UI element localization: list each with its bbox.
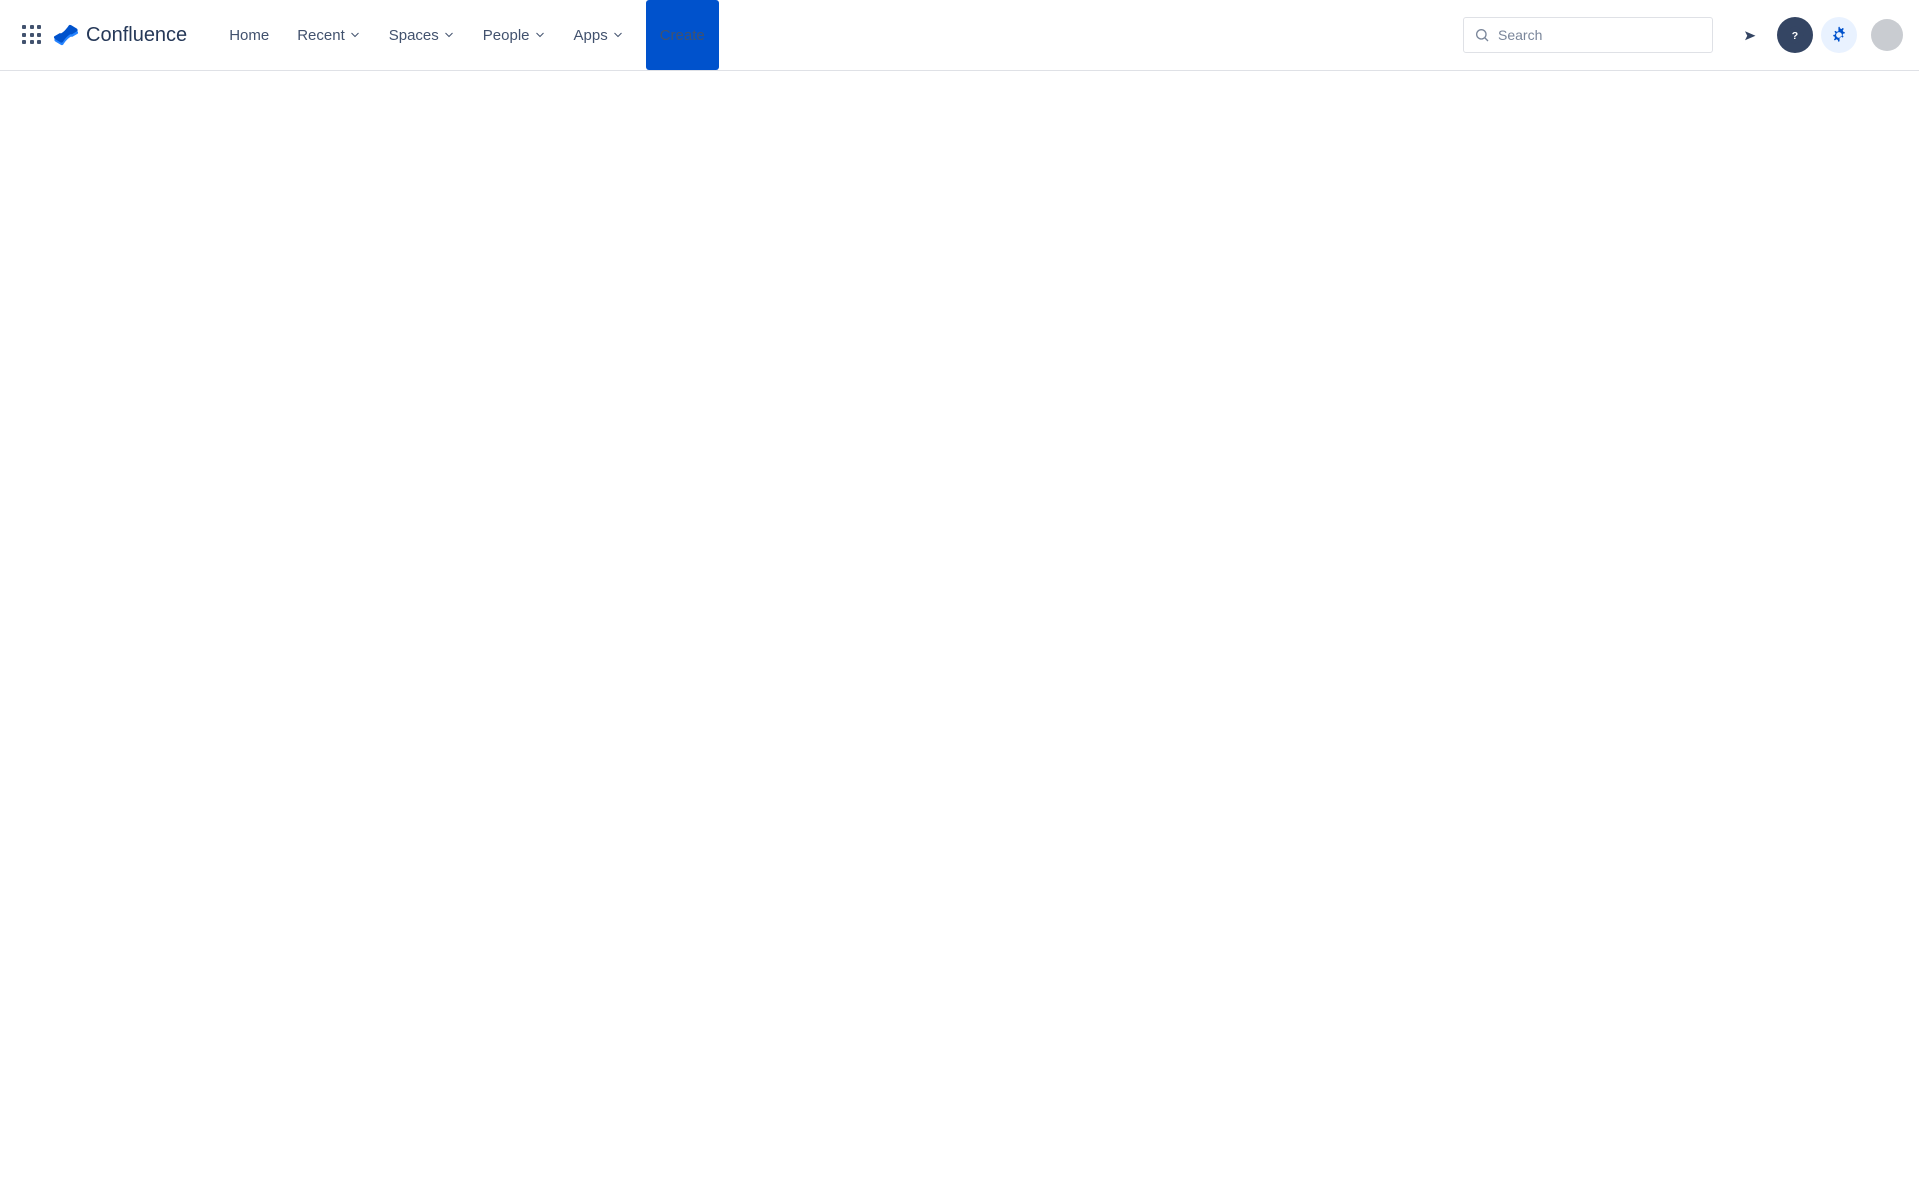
svg-text:?: ? <box>1792 30 1798 42</box>
